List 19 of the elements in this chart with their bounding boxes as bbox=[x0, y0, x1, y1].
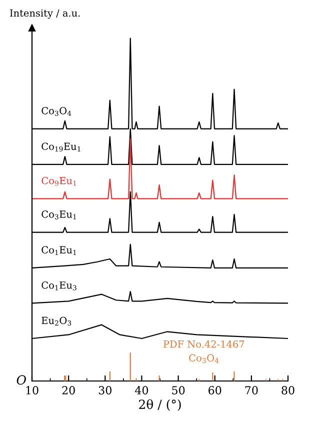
series-label: Co$_{3}$Eu$_{1}$ bbox=[42, 210, 76, 220]
series-label: Co$_{1}$Eu$_{3}$ bbox=[42, 281, 76, 290]
x-tick-label: 70 bbox=[245, 386, 258, 394]
x-axis-title: 2θ / (°) bbox=[139, 399, 181, 411]
y-axis-title: Intensity / a.u. bbox=[10, 9, 80, 19]
series-label: Co$_{1}$Eu$_{1}$ bbox=[42, 246, 76, 255]
x-tick-label: 50 bbox=[172, 386, 185, 394]
series-label: PDF No.42-1467 Co$_{3}$O$_{4}$ bbox=[163, 340, 244, 364]
series-label: Co$_{19}$Eu$_{1}$ bbox=[42, 142, 80, 152]
x-tick-label: 60 bbox=[208, 386, 222, 394]
x-tick-label: 40 bbox=[134, 386, 148, 394]
series-label: Co$_{9}$Eu$_{1}$ bbox=[42, 176, 76, 186]
text: O bbox=[16, 375, 26, 385]
series-label: Co$_{3}$O$_{4}$ bbox=[42, 107, 72, 116]
x-tick-label: 30 bbox=[98, 386, 112, 394]
series-label: Eu$_{2}$O$_{3}$ bbox=[42, 316, 72, 326]
x-tick-label: 10 bbox=[26, 386, 38, 394]
x-tick-label: 80 bbox=[282, 386, 294, 394]
x-tick-label: 20 bbox=[62, 386, 75, 394]
